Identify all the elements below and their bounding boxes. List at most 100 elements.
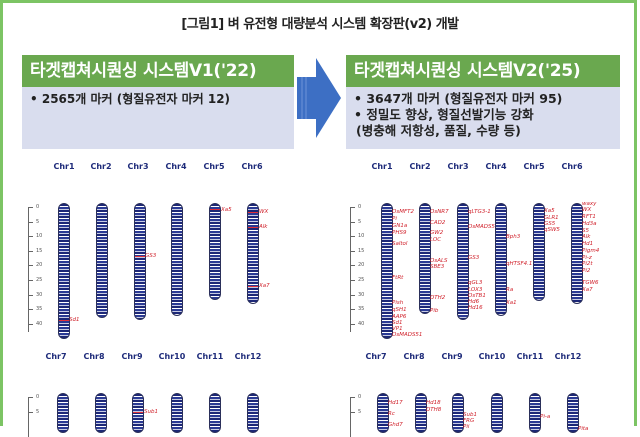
v2-panel-body: • 3647개 마커 (형질유전자 마커 95) • 정밀도 향상, 형질선발기… — [346, 87, 620, 149]
v2-chr7-label: Chr7 — [365, 352, 387, 361]
v1-chr9 — [132, 393, 144, 433]
gene-label: OsMADS51 — [468, 224, 499, 230]
gene-label: RFT1 — [582, 214, 596, 220]
gene-label: GN1a — [392, 223, 408, 229]
v1-chr1-label: Chr1 — [53, 162, 75, 171]
gene-label: OsTB1 — [468, 293, 486, 299]
v1-panel-title: 타겟캡쳐시퀀싱 시스템V1('22) — [22, 55, 294, 87]
v2-chr2-label: Chr2 — [409, 162, 431, 171]
v1-chr12-label: Chr12 — [234, 352, 262, 361]
gene-label: GS3 — [468, 255, 480, 261]
v1-chr10 — [171, 393, 183, 433]
v1-chr2 — [96, 203, 108, 318]
gene-label: LOC — [430, 237, 442, 243]
v1-panel: 타겟캡쳐시퀀싱 시스템V1('22) • 2565개 마커 (형질유전자 마커 … — [22, 55, 294, 149]
gene-label: Hd1 — [582, 241, 594, 247]
v2-bullet-2-continuation: (병충해 저항성, 품질, 수량 등) — [356, 123, 521, 138]
v2-chr11-label: Chr11 — [516, 352, 544, 361]
v1-chr6-label: Chr6 — [241, 162, 263, 171]
v2-chr5 — [533, 203, 545, 301]
v1-bullet: • 2565개 마커 (형질유전자 마커 12) — [30, 92, 231, 106]
v2-chr4-label: Chr4 — [485, 162, 507, 171]
gene-label: Alk — [259, 224, 268, 230]
v2-chr1-label: Chr1 — [371, 162, 393, 171]
gene-label: Pi — [392, 216, 397, 222]
gene-label: Xa5 — [221, 207, 232, 213]
gene-label: Pigm4 — [582, 248, 600, 254]
gene-label: Hd6 — [468, 299, 480, 305]
gene-label: Sub1 — [144, 409, 158, 415]
gene-label: CAD2 — [430, 220, 446, 226]
gene-label: DTH2 — [430, 295, 446, 301]
v1-panel-body: • 2565개 마커 (형질유전자 마커 12) — [22, 87, 294, 149]
gene-label: Pi-z — [582, 255, 592, 261]
v1-chr5-label: Chr5 — [203, 162, 225, 171]
v1-chr4-label: Chr4 — [165, 162, 187, 171]
v2-bullet-2-text: 정밀도 향상, 형질선발기능 강화 — [366, 107, 534, 122]
v1-chr5 — [209, 203, 221, 300]
v2-chr12-label: Chr12 — [554, 352, 582, 361]
v2-chromosome-map: Chr1 Chr2 Chr3 Chr4 Chr5 Chr6 0 5 10 15 … — [320, 150, 640, 437]
v2-bullet-1-text: 3647개 마커 (형질유전자 마커 95) — [366, 91, 563, 106]
v2-chr6 — [571, 203, 583, 304]
v2-chr10-label: Chr10 — [478, 352, 506, 361]
gene-label: Pi2 — [582, 268, 591, 274]
v1-bullet-text: 2565개 마커 (형질유전자 마커 12) — [41, 92, 231, 106]
v2-chr8 — [415, 393, 427, 433]
v2-panel-title: 타겟캡쳐시퀀싱 시스템V2('25) — [346, 55, 620, 87]
gene-label: AAP6 — [392, 314, 407, 320]
v2-chr11 — [529, 393, 541, 433]
v2-chr1 — [381, 203, 393, 339]
gene-label: Xa7 — [582, 287, 593, 293]
v1-chr12 — [247, 393, 259, 433]
v2-chr6-label: Chr6 — [561, 162, 583, 171]
v1-chr3-label: Chr3 — [127, 162, 149, 171]
gene-label: qHTSF4.1 — [506, 261, 533, 267]
v1-chr2-label: Chr2 — [90, 162, 112, 171]
gene-label: Rc — [388, 411, 395, 417]
v2-chr2 — [419, 203, 431, 314]
gene-label: Sd1 — [69, 317, 80, 323]
v1-chr8 — [95, 393, 107, 433]
gene-label: qSH1 — [392, 307, 407, 313]
v2-scale-bar-bottom: 0 5 — [344, 394, 374, 437]
gene-label: TGW6 — [582, 280, 599, 286]
v1-chromosome-map: Chr1 Chr2 Chr3 Chr4 Chr5 Chr6 0 5 10 15 … — [0, 150, 320, 437]
arrow-right-icon — [297, 58, 341, 138]
gene-label: Pita — [578, 426, 589, 432]
gene-label: Hd17 — [388, 400, 403, 406]
gene-label: FtRt — [392, 275, 404, 281]
v1-scale-bar: 0 5 10 15 20 25 30 35 40 — [22, 204, 52, 332]
gene-label: Hd3a — [582, 221, 597, 227]
gene-label: Pi-a — [540, 414, 551, 420]
gene-label: WX — [259, 209, 269, 215]
v2-chr5-label: Chr5 — [523, 162, 545, 171]
v1-chr3 — [134, 203, 146, 320]
gene-label: Hd16 — [468, 305, 483, 311]
gene-label: GW2 — [430, 230, 444, 236]
gene-label: Hd18 — [426, 400, 441, 406]
gene-label: Pish — [392, 300, 404, 306]
gene-label: SBE3 — [430, 264, 445, 270]
v1-chr10-label: Chr10 — [158, 352, 186, 361]
gene-label: FRG — [463, 418, 475, 424]
gene-label: OsMFT2 — [392, 209, 414, 215]
gene-label: Xa1 — [506, 300, 517, 306]
gene-label: OsALS — [430, 258, 448, 264]
gene-label: PHS9 — [392, 230, 407, 236]
v1-chr9-label: Chr9 — [121, 352, 143, 361]
v1-chr7 — [57, 393, 69, 433]
gene-label: VP1 — [392, 326, 403, 332]
gene-label: GLR1 — [544, 215, 559, 221]
gene-label: Alk — [582, 234, 591, 240]
gene-label: GS5 — [544, 221, 556, 227]
v2-chr3 — [457, 203, 469, 320]
gene-label: Pi2t — [582, 261, 593, 267]
v2-chr4 — [495, 203, 507, 316]
gene-label: S5 — [582, 228, 589, 234]
v2-chr9-label: Chr9 — [441, 352, 463, 361]
gene-label: DTH8 — [426, 407, 442, 413]
gene-label: Ra — [506, 287, 514, 293]
gene-label: waxy — [582, 201, 597, 207]
gene-label: Sub1 — [463, 412, 477, 418]
